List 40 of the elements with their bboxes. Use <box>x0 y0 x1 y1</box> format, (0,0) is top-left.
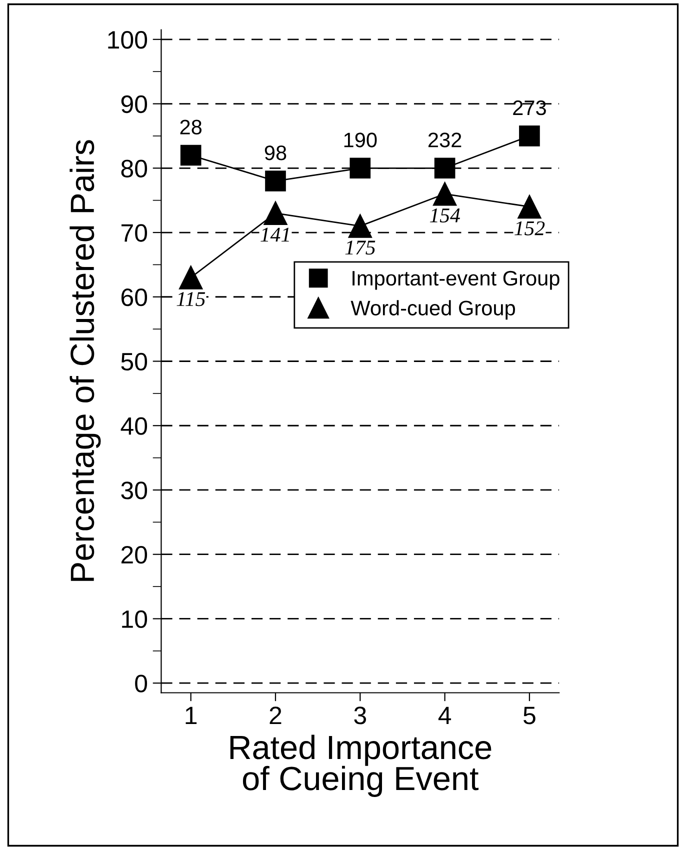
point <box>264 201 288 226</box>
y-tick-label: 100 <box>108 31 148 49</box>
x-tick-label: 5 <box>524 706 536 724</box>
annotation: 115 <box>176 292 206 306</box>
annotation: 98 <box>264 145 286 160</box>
y-tick-label: 40 <box>120 417 148 435</box>
point <box>433 182 457 206</box>
point <box>265 170 286 192</box>
point <box>350 158 371 179</box>
point <box>519 126 540 146</box>
y-tick-label: 50 <box>121 352 148 371</box>
annotation: 175 <box>345 240 376 255</box>
annotation: 141 <box>260 228 289 242</box>
point <box>518 194 542 219</box>
y-tick-label: 90 <box>121 95 148 114</box>
y-tick-label: 0 <box>135 674 148 692</box>
annotation: 28 <box>180 120 202 134</box>
y-tick-label: 60 <box>121 288 148 306</box>
y-tick-label: 10 <box>122 610 148 628</box>
y-axis-title: Percentage of Clustered Pairs <box>70 140 101 581</box>
x-tick-label: 4 <box>438 706 452 724</box>
legend-label: Important-event Group <box>352 270 560 290</box>
y-tick-label: 70 <box>121 224 148 242</box>
y-tick-label: 80 <box>121 160 148 178</box>
point <box>180 144 202 166</box>
legend-label: Word-cued Group <box>350 300 515 320</box>
annotation: 273 <box>513 100 546 116</box>
annotation: 154 <box>430 208 460 222</box>
point <box>434 158 456 179</box>
y-tick-label: 20 <box>121 546 148 564</box>
annotation: 232 <box>428 132 462 148</box>
point <box>348 214 372 238</box>
y-tick-label: 30 <box>121 482 148 500</box>
point <box>179 266 203 290</box>
annotation: 152 <box>514 221 545 236</box>
x-axis-title: Rated Importance of Cueing Event <box>230 734 492 797</box>
x-tick-label: 2 <box>270 706 282 724</box>
x-tick-label: 1 <box>186 706 197 724</box>
annotation: 190 <box>344 132 377 148</box>
x-tick-label: 3 <box>354 706 366 724</box>
